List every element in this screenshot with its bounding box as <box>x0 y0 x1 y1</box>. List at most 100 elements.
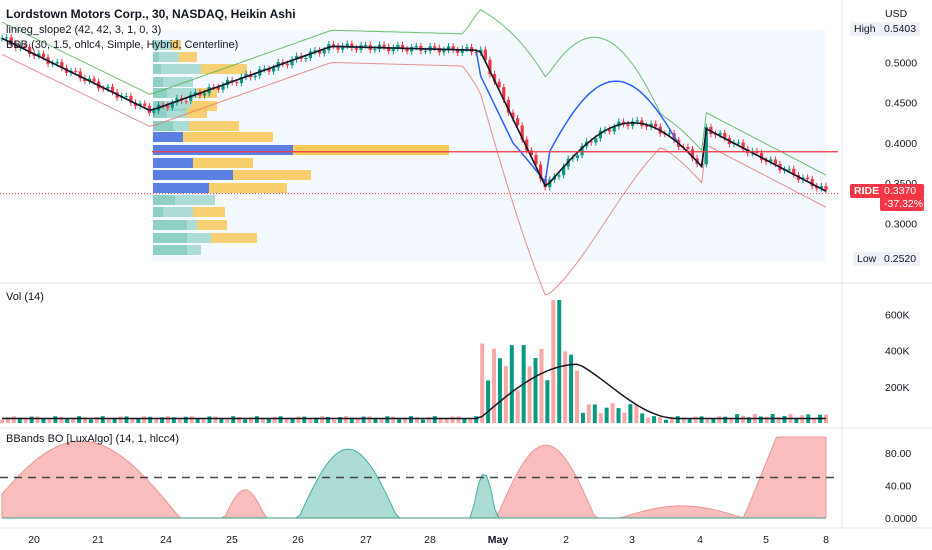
volume-bar <box>82 417 87 423</box>
volume-profile-bar <box>153 220 187 230</box>
candle <box>244 74 248 78</box>
volume-profile-bar <box>179 52 197 62</box>
candle <box>396 44 400 49</box>
symbol-title[interactable]: Lordstown Motors Corp., 30, NASDAQ, Heik… <box>6 7 296 21</box>
volume-bar <box>527 366 532 423</box>
volume-bar <box>468 417 473 423</box>
volume-profile-bar <box>153 207 163 217</box>
volume-profile-bar <box>159 52 179 62</box>
candle <box>60 62 64 68</box>
volume-bar <box>100 416 105 423</box>
candle <box>193 92 197 95</box>
volume-profile-bar <box>153 108 167 118</box>
volume-bar <box>243 419 248 423</box>
candle <box>175 98 179 103</box>
indicator-linreg-label[interactable]: linreg_slope2 (42, 42, 3, 1, 0, 3) <box>6 24 162 36</box>
volume-bar <box>515 390 520 423</box>
currency-label: USD <box>885 8 908 20</box>
candle <box>262 68 266 70</box>
volume-bar <box>361 416 366 423</box>
volume-profile-bar <box>153 77 163 87</box>
volume-bar <box>782 415 787 423</box>
volume-bar <box>663 419 668 423</box>
candle <box>336 45 340 50</box>
volume-profile-bar <box>153 88 167 98</box>
volume-bar <box>741 415 746 423</box>
candle <box>51 63 55 65</box>
candle <box>824 186 828 190</box>
price-tick: 0.5000 <box>885 57 917 69</box>
candle <box>557 175 561 177</box>
volume-profile-bar <box>193 207 225 217</box>
candle <box>129 95 133 103</box>
candle <box>221 85 225 90</box>
indicator-bbb-label[interactable]: BBB (30, 1.5, ohlc4, Simple, Hybrid, Cen… <box>6 39 239 51</box>
volume-bar <box>539 348 544 423</box>
volume-bar <box>474 416 479 423</box>
volume-bar <box>320 416 325 423</box>
volume-label[interactable]: Vol (14) <box>6 291 44 303</box>
volume-profile-bar <box>163 207 193 217</box>
candle <box>391 48 395 52</box>
volume-bar <box>533 358 538 423</box>
volume-bar <box>569 354 574 423</box>
volume-bar <box>598 413 603 423</box>
volume-bar <box>88 419 93 423</box>
volume-profile-bar <box>153 121 173 131</box>
candle <box>506 99 510 113</box>
volume-bar <box>681 417 686 423</box>
volume-bar <box>634 404 639 423</box>
volume-bar <box>723 416 728 423</box>
candle <box>773 159 777 164</box>
volume-profile-bar <box>187 245 201 255</box>
candle <box>5 37 9 39</box>
time-axis-label: 8 <box>823 534 829 546</box>
volume-bar <box>177 419 182 423</box>
candle <box>815 186 819 189</box>
basis-line <box>1 37 827 192</box>
volume-bar <box>130 418 135 423</box>
time-axis-label: 5 <box>763 534 769 546</box>
price-tick: 0.4000 <box>885 138 917 150</box>
volume-tick: 200K <box>885 382 910 394</box>
candle <box>423 50 428 52</box>
candle <box>529 150 533 156</box>
upper-band <box>1 9 827 176</box>
candle <box>382 44 386 47</box>
time-axis-label: 26 <box>292 534 304 546</box>
candle <box>101 88 105 90</box>
time-axis-label: 20 <box>28 534 40 546</box>
candle <box>41 53 46 58</box>
oscillator-label[interactable]: BBands BO [LuxAlgo] (14, 1, hlcc4) <box>6 433 180 445</box>
volume-bar <box>503 366 508 423</box>
volume-bar <box>112 418 117 423</box>
candle <box>456 49 460 53</box>
candle <box>667 133 672 135</box>
candle <box>295 55 299 60</box>
time-axis-label: May <box>488 534 509 546</box>
candle <box>354 48 359 50</box>
candle <box>387 46 391 52</box>
candle <box>170 102 174 108</box>
candle <box>764 160 768 162</box>
candle <box>644 125 649 127</box>
volume-bar <box>545 380 550 423</box>
volume-bar <box>420 419 425 423</box>
volume-bar <box>94 416 99 423</box>
volume-bar <box>148 416 153 423</box>
volume-profile-bar <box>153 183 209 193</box>
volume-bar <box>118 416 123 423</box>
candle <box>322 50 326 54</box>
candle <box>37 53 41 57</box>
volume-bar <box>355 418 360 423</box>
volume-bar <box>343 416 348 423</box>
candle <box>405 49 409 52</box>
candle <box>304 58 308 60</box>
volume-bar <box>462 418 467 423</box>
volume-bar <box>480 343 485 423</box>
volume-profile-bar <box>167 108 187 118</box>
candle <box>184 100 188 102</box>
candle <box>451 46 455 50</box>
volume-profile-bar <box>187 108 207 118</box>
